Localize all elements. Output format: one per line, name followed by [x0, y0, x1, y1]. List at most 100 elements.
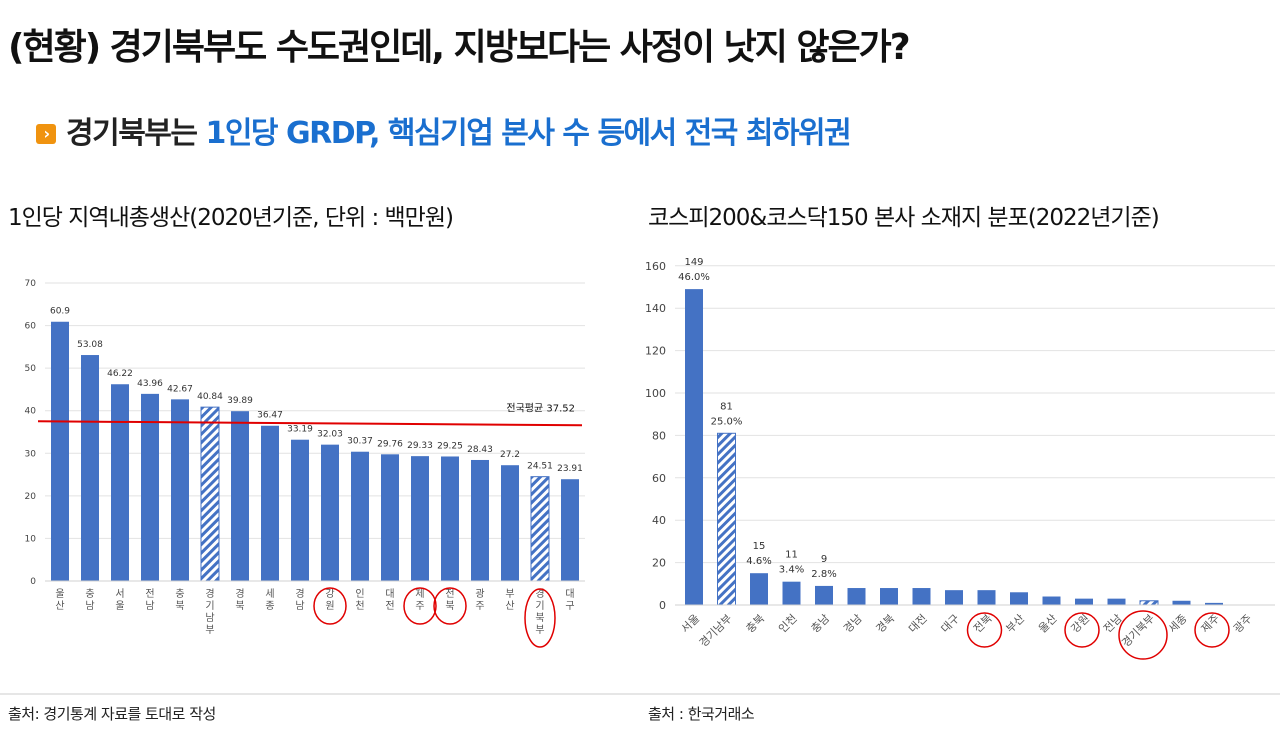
- left-source: 출처: 경기통계 자료를 토대로 작성: [8, 705, 216, 723]
- highlight-circle: [433, 587, 467, 625]
- hq-distribution-bar-chart: 0 20 40 60 80 100 120 140 160 149 46.0% 서울 81 25.0% 경기…: [645, 257, 1275, 660]
- bar-group: 24.51 경기북부: [524, 462, 556, 648]
- y-tick-label: 20: [652, 557, 666, 570]
- x-tick-label: 경: [535, 587, 544, 600]
- bar-value-label: 9: [821, 554, 827, 565]
- bar-group: 경기북부: [1118, 600, 1168, 660]
- right-chart-title: 코스피200&코스닥150 본사 소재지 분포(2022년기준): [648, 205, 1160, 231]
- bar-value-label: 42.67: [167, 384, 193, 394]
- bar-group: 23.91 대구: [557, 464, 583, 612]
- bar-group: 29.33 제주: [403, 441, 437, 625]
- x-tick-label: 경: [295, 587, 304, 600]
- x-tick-label: 부: [535, 625, 544, 636]
- x-tick-label: 세: [265, 588, 274, 600]
- x-tick-label: 대: [385, 588, 394, 600]
- national-average-line: [37, 420, 583, 427]
- x-tick-label: 부산: [1004, 612, 1028, 636]
- bar-group: 149 46.0% 서울: [678, 257, 710, 635]
- x-tick-label: 산: [505, 600, 514, 612]
- bar-group: 39.89 경북: [227, 396, 253, 612]
- y-tick-label: 40: [652, 514, 666, 527]
- bar: [847, 588, 866, 605]
- bar-group: 경북: [874, 588, 898, 635]
- x-tick-label: 북: [175, 600, 184, 612]
- bar: [291, 439, 309, 581]
- x-tick-label: 대: [565, 588, 574, 600]
- bar-percent-label: 3.4%: [779, 565, 804, 576]
- bar-group: 29.76 대전: [377, 439, 403, 612]
- bar: [945, 590, 963, 605]
- bar-group: 43.96 전남: [137, 379, 163, 612]
- bar-group: 36.47 세종: [257, 411, 283, 612]
- y-tick-label: 60: [652, 472, 666, 485]
- x-tick-label: 경기북부: [1119, 612, 1157, 650]
- x-tick-label: 기: [205, 600, 214, 612]
- x-tick-label: 남: [295, 600, 304, 612]
- grdp-bar-chart: 01020304050607060.9울산53.08충남46.22서울43.96…: [25, 279, 585, 648]
- chevron-right-icon: ›: [36, 124, 56, 144]
- y-tick-label: 100: [645, 387, 666, 400]
- x-tick-label: 울산: [1036, 612, 1060, 636]
- bar-value-label: 46.22: [107, 369, 133, 379]
- x-tick-label: 대전: [906, 612, 930, 636]
- bar: [561, 479, 579, 581]
- x-tick-label: 광: [475, 588, 484, 600]
- bar-percent-label: 46.0%: [678, 272, 710, 283]
- y-tick-label: 0: [659, 599, 666, 612]
- subtitle-lead: 경기북부는: [66, 116, 206, 151]
- x-tick-label: 경북: [874, 612, 898, 636]
- bar-group: 30.37 인천: [347, 437, 373, 612]
- bar-value-label: 15: [753, 541, 766, 552]
- national-average-label: 전국평균 37.52: [506, 402, 575, 414]
- bar-value-label: 53.08: [77, 340, 103, 350]
- bar: [1042, 596, 1061, 605]
- bar: [51, 321, 69, 581]
- bar-value-label: 29.33: [407, 441, 433, 451]
- bar-group: 대전: [906, 588, 931, 636]
- x-tick-label: 산: [55, 600, 64, 612]
- bar: [231, 411, 249, 581]
- x-tick-label: 북: [445, 600, 454, 612]
- x-tick-label: 경기남부: [697, 612, 735, 650]
- y-tick-label: 80: [652, 429, 666, 442]
- x-tick-label: 남: [145, 600, 154, 612]
- x-tick-label: 주: [415, 601, 424, 612]
- bar-group: 15 4.6% 충북: [744, 541, 772, 635]
- bar-value-label: 33.19: [287, 425, 313, 435]
- x-tick-label: 강: [325, 588, 334, 600]
- x-tick-label: 인천: [775, 611, 799, 635]
- x-tick-label: 주: [475, 601, 484, 612]
- bar-value-label: 29.76: [377, 439, 403, 449]
- y-tick-label: 70: [25, 279, 37, 289]
- x-tick-label: 전: [385, 600, 394, 612]
- bar-value-label: 32.03: [317, 430, 343, 440]
- bar: [912, 588, 931, 605]
- bar-group: 60.9 울산: [50, 307, 70, 612]
- x-tick-label: 부: [505, 589, 514, 600]
- bar-group: 강원: [1064, 598, 1100, 648]
- x-tick-label: 세종: [1166, 612, 1190, 636]
- x-tick-label: 종: [265, 600, 274, 612]
- y-tick-label: 160: [645, 260, 666, 273]
- x-tick-label: 부: [205, 625, 214, 636]
- highlight-circle: [1118, 610, 1168, 660]
- bar: [977, 590, 996, 605]
- bar: [111, 384, 129, 581]
- bar: [1107, 598, 1126, 605]
- bar: [1172, 600, 1191, 605]
- y-tick-label: 20: [25, 492, 37, 502]
- bar-value-label: 43.96: [137, 379, 163, 389]
- y-tick-label: 60: [25, 322, 37, 332]
- bar-group: 81 25.0% 경기남부: [697, 401, 743, 649]
- x-tick-label: 서울: [679, 612, 703, 636]
- bar: [880, 588, 898, 605]
- bar: [261, 425, 279, 581]
- bar-group: 9 2.8% 충남: [809, 554, 837, 636]
- x-tick-label: 충북: [744, 612, 768, 636]
- bar-group: 28.43 광주: [467, 445, 493, 612]
- x-tick-label: 제: [415, 588, 424, 600]
- bar: [441, 456, 459, 581]
- bar-percent-label: 4.6%: [746, 556, 771, 567]
- bar: [81, 355, 99, 581]
- left-chart-title: 1인당 지역내총생산(2020년기준, 단위 : 백만원): [8, 205, 454, 231]
